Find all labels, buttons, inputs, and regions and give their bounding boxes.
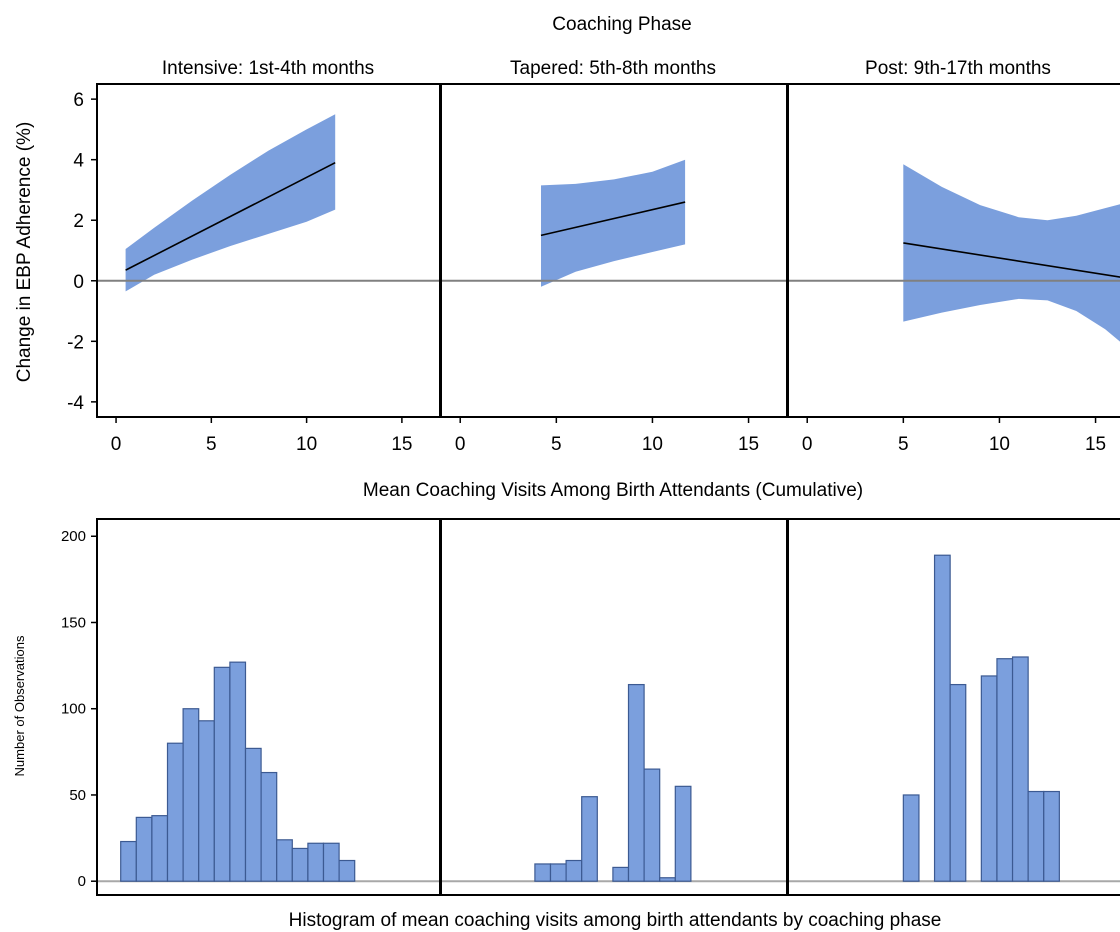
panel-title-post: Post: 9th-17th months (865, 58, 1051, 79)
histogram-bar (307, 842, 325, 882)
bottom-panel-2 (787, 518, 1120, 896)
histogram-bar (933, 554, 951, 882)
histogram-bar (565, 859, 583, 882)
top-panel-2: 0 5 10 15 (787, 83, 1120, 455)
x-tick-label: 15 (738, 434, 759, 455)
shared-x-axis-label: Mean Coaching Visits Among Birth Attenda… (363, 480, 863, 501)
histogram-bar (120, 840, 137, 882)
top-panel-1: 0 5 10 15 (440, 83, 788, 455)
histogram-bar (276, 839, 293, 882)
top-y-axis-label: Change in EBP Adherence (%) (14, 122, 35, 383)
panel-title-intensive: Intensive: 1st-4th months (162, 58, 374, 79)
x-tick-label: 5 (206, 434, 217, 455)
histogram-bar (229, 661, 247, 882)
histogram-bar (627, 683, 645, 882)
y-tick-label: 50 (69, 787, 86, 804)
x-tick-label: 15 (1085, 434, 1106, 455)
histogram-bar (1027, 790, 1045, 882)
histogram-bar (338, 859, 356, 882)
fit-line-0 (125, 161, 336, 271)
histogram-bar (902, 794, 920, 882)
top-title: Coaching Phase (552, 14, 691, 35)
y-tick-label: 4 (73, 151, 84, 172)
histogram-bar (1011, 656, 1029, 882)
histogram-bar (643, 768, 661, 882)
bottom-panel-1 (440, 518, 788, 896)
bottom-ylabel-group: Number of Observations (12, 635, 27, 776)
confidence-band-1 (541, 159, 686, 287)
histogram-bar (949, 683, 967, 882)
x-tick-label: 5 (898, 434, 909, 455)
x-tick-label: 15 (391, 434, 412, 455)
histogram-bar (244, 747, 262, 882)
top-ylabel-group: Change in EBP Adherence (%) (14, 122, 35, 383)
y-tick-label: 150 (61, 614, 86, 631)
y-tick-label: 0 (73, 272, 84, 293)
x-tick-label: 10 (642, 434, 663, 455)
x-tick-label: 10 (989, 434, 1010, 455)
top-panel-0: 0 5 10 15 (96, 83, 441, 455)
y-tick-label: 200 (61, 528, 86, 545)
x-tick-label: 0 (111, 434, 122, 455)
x-tick-label: 0 (802, 434, 813, 455)
fit-line-1 (540, 201, 686, 237)
histogram-bar (996, 658, 1014, 882)
y-tick-label: 6 (73, 90, 84, 111)
confidence-band-0 (125, 114, 336, 292)
y-tick-label: 100 (61, 701, 86, 718)
histogram-bar (674, 785, 692, 882)
histogram-bar (213, 666, 231, 882)
panel-title-tapered: Tapered: 5th-8th months (510, 58, 716, 79)
histogram-bar (534, 863, 552, 882)
histogram-bar (980, 675, 998, 882)
top-panels: 0 5 10 15 0 5 10 15 0 5 10 15 -4 -2 0 2 4 6 (67, 83, 1120, 455)
histogram-bar (135, 816, 153, 882)
confidence-band-2 (903, 164, 1120, 342)
bottom-y-axis-label: Number of Observations (12, 635, 27, 776)
x-tick-label: 5 (551, 434, 562, 455)
histogram-bar (151, 815, 169, 882)
histogram-bar (322, 842, 340, 882)
bottom-panel-frame-1 (440, 518, 788, 896)
fit-line-2 (903, 242, 1120, 278)
histogram-bar (291, 847, 309, 882)
y-tick-label: -2 (67, 332, 84, 353)
y-tick-label: -4 (67, 393, 84, 414)
histogram-bar (198, 720, 215, 882)
x-tick-label: 10 (296, 434, 317, 455)
histogram-bar (659, 877, 676, 882)
histogram-bar (260, 771, 278, 882)
histogram-bar (182, 708, 200, 882)
histogram-bar (166, 742, 184, 882)
histogram-bar (612, 866, 630, 882)
bottom-panels: 0 50 100 150 200 (61, 518, 1120, 896)
bottom-panel-frame-2 (787, 518, 1120, 896)
figure-caption: Histogram of mean coaching visits among … (289, 910, 942, 931)
histogram-bar (549, 863, 567, 882)
top-panel-frame-2 (787, 83, 1120, 418)
y-tick-label: 0 (78, 873, 86, 890)
x-tick-label: 0 (455, 434, 466, 455)
histogram-bar (581, 796, 598, 882)
y-tick-label: 2 (73, 211, 84, 232)
bottom-panel-0 (96, 518, 441, 896)
histogram-bar (1043, 790, 1060, 882)
